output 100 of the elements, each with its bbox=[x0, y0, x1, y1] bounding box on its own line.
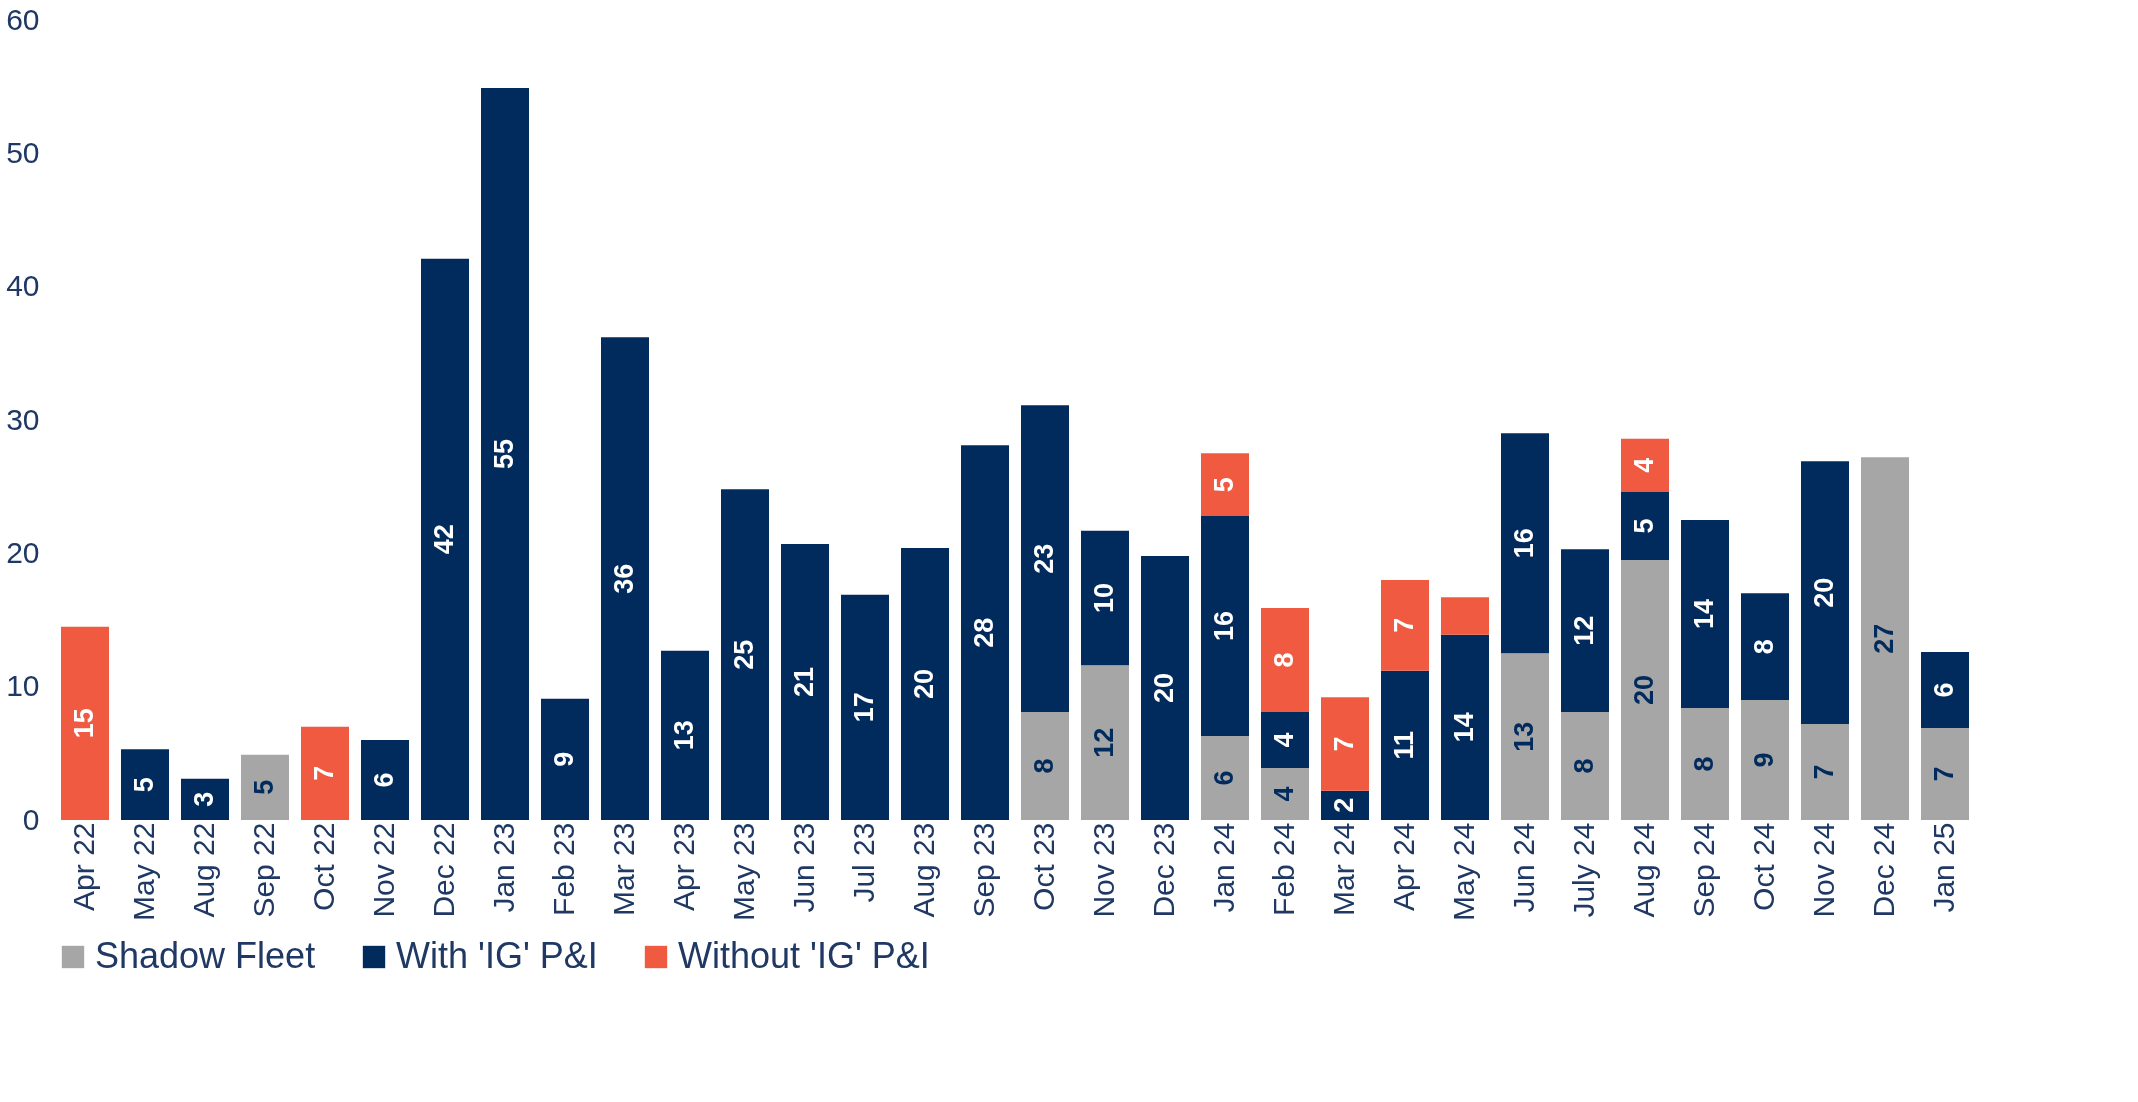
data-label: 27 bbox=[1869, 623, 1899, 654]
x-tick-label: Nov 23 bbox=[1087, 822, 1120, 918]
data-label: 42 bbox=[429, 524, 459, 555]
data-label: 8 bbox=[1689, 756, 1719, 772]
bar bbox=[1081, 530, 1129, 666]
y-tick-label: 40 bbox=[6, 269, 40, 303]
data-label: 23 bbox=[1029, 543, 1059, 574]
data-label: 12 bbox=[1089, 727, 1119, 758]
bar bbox=[1261, 712, 1309, 768]
data-label: 55 bbox=[489, 438, 519, 470]
data-label: 7 bbox=[309, 765, 339, 781]
x-tick-label: Oct 23 bbox=[1027, 822, 1060, 911]
data-label: 8 bbox=[1749, 639, 1779, 655]
bar bbox=[1081, 665, 1129, 820]
x-tick-label: Dec 23 bbox=[1147, 822, 1180, 918]
bar bbox=[1201, 516, 1249, 736]
bar bbox=[1501, 433, 1549, 654]
data-label: 7 bbox=[1929, 766, 1959, 782]
bar bbox=[241, 754, 289, 820]
bar bbox=[901, 548, 949, 820]
legend-label: Shadow Fleet bbox=[95, 935, 316, 976]
x-tick-label: Dec 24 bbox=[1867, 822, 1900, 918]
legend-label: With 'IG' P&I bbox=[396, 935, 598, 976]
data-label: 7 bbox=[1329, 736, 1359, 752]
data-label: 10 bbox=[1089, 582, 1119, 614]
data-label: 20 bbox=[1149, 672, 1179, 704]
bar bbox=[841, 594, 889, 820]
bar bbox=[1381, 670, 1429, 820]
bar bbox=[1021, 712, 1069, 820]
bar bbox=[721, 489, 769, 820]
x-tick-label: May 23 bbox=[727, 822, 760, 921]
bar bbox=[961, 445, 1009, 820]
bar bbox=[1501, 653, 1549, 820]
data-label: 9 bbox=[549, 751, 579, 767]
data-label: 7 bbox=[1809, 764, 1839, 780]
bar bbox=[1441, 634, 1489, 820]
legend-label: Without 'IG' P&I bbox=[678, 935, 930, 976]
data-label: 14 bbox=[1449, 712, 1479, 743]
x-tick-label: Apr 22 bbox=[67, 822, 100, 911]
bar bbox=[1921, 728, 1969, 820]
data-label: 7 bbox=[1389, 617, 1419, 633]
x-tick-label: Jul 23 bbox=[847, 822, 880, 903]
x-tick-label: Aug 22 bbox=[187, 822, 220, 918]
bar bbox=[301, 726, 349, 820]
data-label: 5 bbox=[249, 779, 279, 795]
y-tick-label: 20 bbox=[6, 535, 40, 569]
data-label: 6 bbox=[369, 772, 399, 788]
x-tick-label: Oct 24 bbox=[1747, 822, 1780, 911]
data-label: 36 bbox=[609, 563, 639, 594]
data-label: 5 bbox=[1209, 477, 1239, 493]
bar bbox=[1201, 453, 1249, 516]
bar bbox=[1801, 461, 1849, 724]
x-tick-label: Mar 23 bbox=[607, 822, 640, 916]
x-tick-label: July 24 bbox=[1567, 822, 1600, 918]
bar bbox=[541, 698, 589, 820]
x-tick-label: Aug 24 bbox=[1627, 822, 1660, 918]
bar bbox=[1321, 697, 1369, 791]
y-tick-label: 30 bbox=[6, 402, 40, 436]
bar bbox=[1141, 556, 1189, 820]
x-tick-label: Sep 22 bbox=[247, 822, 280, 918]
data-label: 5 bbox=[129, 777, 159, 793]
data-label: 28 bbox=[969, 617, 999, 648]
data-label: 6 bbox=[1209, 770, 1239, 786]
x-tick-label: May 24 bbox=[1447, 822, 1480, 921]
data-label: 4 bbox=[1269, 786, 1299, 802]
bar bbox=[661, 650, 709, 820]
x-tick-label: Aug 23 bbox=[907, 822, 940, 918]
data-label: 17 bbox=[849, 692, 879, 723]
bar bbox=[1621, 438, 1669, 492]
data-label: 20 bbox=[909, 668, 939, 700]
bar bbox=[1261, 768, 1309, 820]
bar bbox=[1441, 597, 1489, 635]
x-tick-label: Nov 24 bbox=[1807, 822, 1840, 918]
data-label: 20 bbox=[1809, 577, 1839, 608]
data-label: 4 bbox=[1629, 457, 1659, 473]
data-label: 15 bbox=[69, 708, 99, 739]
bar bbox=[1621, 560, 1669, 820]
bar bbox=[1801, 724, 1849, 820]
data-label: 13 bbox=[669, 720, 699, 751]
bar bbox=[1621, 492, 1669, 560]
data-label: 6 bbox=[1929, 682, 1959, 698]
x-tick-label: Apr 24 bbox=[1387, 822, 1420, 911]
x-tick-label: Jan 24 bbox=[1207, 822, 1240, 913]
bar bbox=[1381, 580, 1429, 671]
data-label: 13 bbox=[1509, 721, 1539, 752]
data-label: 25 bbox=[729, 639, 759, 670]
x-tick-label: Sep 23 bbox=[967, 822, 1000, 918]
bar bbox=[1201, 736, 1249, 820]
data-label: 8 bbox=[1569, 758, 1599, 774]
bar bbox=[421, 258, 469, 820]
bar bbox=[481, 88, 529, 820]
x-tick-label: May 22 bbox=[127, 822, 160, 921]
y-tick-label: 10 bbox=[6, 669, 40, 703]
bar bbox=[1561, 549, 1609, 712]
bar bbox=[121, 749, 169, 820]
data-label: 21 bbox=[789, 666, 819, 698]
data-label: 9 bbox=[1749, 752, 1779, 768]
x-tick-label: Jun 23 bbox=[787, 822, 820, 913]
data-label: 14 bbox=[1689, 598, 1719, 630]
x-tick-label: Feb 24 bbox=[1267, 822, 1300, 916]
